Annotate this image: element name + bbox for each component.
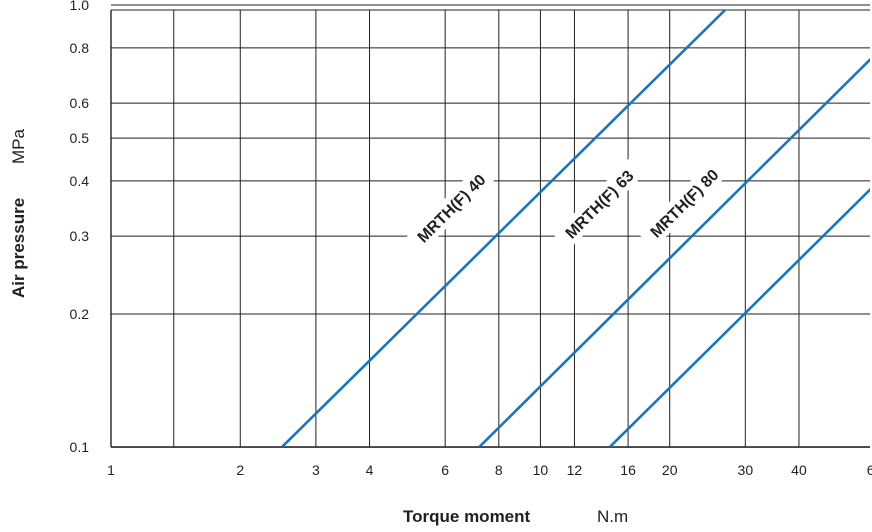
series-lines bbox=[280, 10, 870, 447]
x-tick-label: 10 bbox=[533, 462, 549, 478]
x-tick-label: 8 bbox=[495, 462, 503, 478]
y-tick-label: 0.3 bbox=[70, 228, 90, 244]
series-label-bg bbox=[638, 157, 730, 249]
y-tick-label: 0.8 bbox=[70, 40, 90, 56]
series-line-3 bbox=[608, 187, 870, 447]
x-tick-label: 1 bbox=[107, 462, 115, 478]
y-tick-label: 0.4 bbox=[70, 173, 90, 189]
y-tick-label: 0.6 bbox=[70, 95, 90, 111]
series-label-group: MRTH(F) 80 bbox=[638, 157, 730, 249]
x-axis-title: Torque moment bbox=[403, 507, 531, 526]
x-tick-label: 60 bbox=[867, 462, 872, 478]
x-tick-label: 40 bbox=[791, 462, 807, 478]
x-tick-label: 2 bbox=[236, 462, 244, 478]
tick-labels: 12346810121620304060801000.10.20.30.40.5… bbox=[70, 0, 872, 478]
y-tick-label: 0.1 bbox=[70, 439, 90, 455]
series-label-bg bbox=[553, 158, 645, 250]
y-tick-label: 0.2 bbox=[70, 306, 90, 322]
y-axis-unit: MPa bbox=[9, 129, 28, 165]
x-tick-label: 6 bbox=[441, 462, 449, 478]
series-labels: MRTH(F) 40 MRTH(F) 63 MRTH(F) 80 bbox=[405, 157, 730, 254]
series-label: MRTH(F) 63 bbox=[563, 168, 638, 243]
x-tick-label: 20 bbox=[662, 462, 678, 478]
grid bbox=[110, 4, 870, 448]
x-tick-label: 3 bbox=[312, 462, 320, 478]
series-line-2 bbox=[478, 57, 870, 447]
x-tick-label: 12 bbox=[567, 462, 583, 478]
x-axis-unit: N.m bbox=[597, 507, 628, 526]
y-tick-label: 1.0 bbox=[70, 0, 90, 13]
series-label: MRTH(F) 40 bbox=[415, 172, 490, 247]
x-tick-label: 16 bbox=[620, 462, 636, 478]
x-tick-label: 4 bbox=[366, 462, 374, 478]
x-tick-label: 30 bbox=[738, 462, 754, 478]
series-label-group: MRTH(F) 40 bbox=[405, 162, 497, 254]
y-axis-title: Air pressure bbox=[9, 198, 28, 298]
series-line-1 bbox=[280, 10, 727, 447]
y-tick-label: 0.5 bbox=[70, 130, 90, 146]
series-label: MRTH(F) 80 bbox=[648, 167, 723, 242]
series-label-bg bbox=[405, 162, 497, 254]
